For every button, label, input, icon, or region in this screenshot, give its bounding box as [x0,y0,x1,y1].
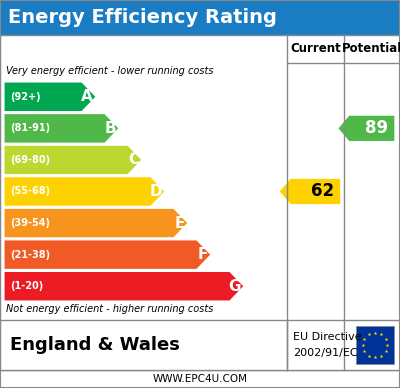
Polygon shape [4,145,142,175]
Polygon shape [4,240,211,269]
Text: Current: Current [290,43,341,55]
Text: Not energy efficient - higher running costs: Not energy efficient - higher running co… [6,304,213,314]
Text: A: A [81,89,93,104]
Polygon shape [338,116,394,141]
Text: (55-68): (55-68) [10,187,50,196]
Text: (1-20): (1-20) [10,281,43,291]
Text: (21-38): (21-38) [10,249,50,260]
Polygon shape [4,177,165,206]
Text: Energy Efficiency Rating: Energy Efficiency Rating [8,8,277,27]
Bar [0,35,400,370]
Polygon shape [4,208,188,238]
Text: C: C [128,152,139,168]
Bar [0,0,400,35]
Text: F: F [198,247,208,262]
Text: 2002/91/EC: 2002/91/EC [293,348,358,358]
Text: EU Directive: EU Directive [293,332,362,342]
Text: (92+): (92+) [10,92,41,102]
Text: 62: 62 [311,182,334,201]
Polygon shape [4,82,96,112]
Polygon shape [280,179,340,204]
Text: B: B [104,121,116,136]
Polygon shape [4,272,244,301]
Text: (81-91): (81-91) [10,123,50,133]
Text: WWW.EPC4U.COM: WWW.EPC4U.COM [152,374,248,384]
Text: 89: 89 [365,120,388,137]
Text: G: G [228,279,241,294]
Text: England & Wales: England & Wales [10,336,180,354]
Text: Very energy efficient - lower running costs: Very energy efficient - lower running co… [6,66,214,76]
Bar [356,326,394,364]
Text: D: D [149,184,162,199]
Text: (69-80): (69-80) [10,155,50,165]
Text: (39-54): (39-54) [10,218,50,228]
Text: Potential: Potential [342,43,400,55]
Polygon shape [4,114,119,143]
Text: E: E [174,216,185,230]
Bar [0,320,400,370]
